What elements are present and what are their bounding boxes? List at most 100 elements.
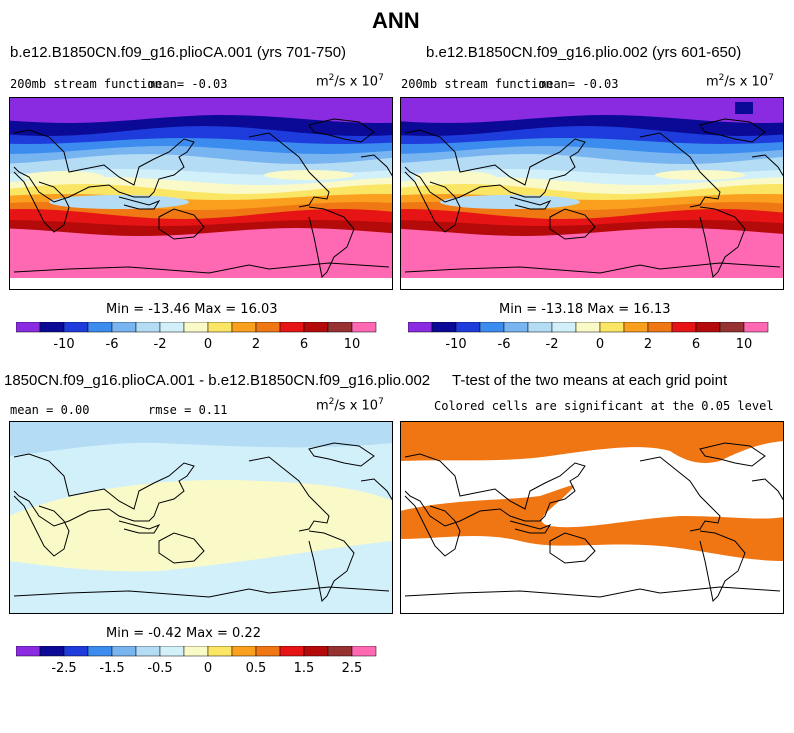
map-frame: [9, 421, 393, 614]
subtropical-high-east: [655, 170, 745, 180]
coastline-5: [699, 206, 746, 279]
map-frame: [400, 421, 784, 614]
coastline-0: [404, 453, 586, 527]
cb3-swatch-8: [207, 646, 233, 657]
panel1-minmax: Min = -13.46 Max = 16.03: [106, 302, 278, 317]
diff-south: [9, 580, 393, 614]
panel3-mean-label: mean = 0.00: [10, 403, 90, 417]
cb3-swatch-9: [231, 646, 257, 657]
coastline-2: [549, 532, 596, 564]
cb3-swatch-7: [183, 646, 209, 657]
panel2-title: b.e12.B1850CN.f09_g16.plio.002 (yrs 601-…: [426, 44, 742, 61]
coastline-6: [699, 118, 766, 143]
panel3-colorbar: -2.5 -1.5 -0.5 0 0.5 1.5 2.5: [16, 646, 377, 676]
panel4-subtitle: Colored cells are significant at the 0.0…: [434, 399, 774, 413]
significant-tropics: [400, 485, 784, 561]
panel2-map: [400, 97, 784, 290]
tropical-low: [49, 195, 189, 209]
significant-north: [400, 421, 784, 463]
cb3-swatch-0: [16, 646, 41, 657]
cb1-swatch-6: [159, 322, 185, 333]
stream-band-13: [400, 228, 784, 278]
cb2-swatch-6: [551, 322, 577, 333]
cb2-tick-label: -2: [546, 337, 559, 352]
cb1-swatch-3: [87, 322, 113, 333]
coastline-3: [118, 520, 161, 534]
cb3-swatch-12: [303, 646, 329, 657]
cb1-swatch-5: [135, 322, 161, 333]
subtropical-high-east: [264, 170, 354, 180]
cb1-swatch-8: [207, 322, 233, 333]
map-frame: [400, 97, 784, 290]
coastline-2: [158, 532, 205, 564]
cb2-swatch-0: [408, 322, 433, 333]
coastline-8: [404, 586, 781, 598]
coastline-6: [699, 442, 766, 467]
cb2-tick-label: 6: [692, 337, 700, 352]
diff-negative-north: [9, 421, 393, 456]
cb2-tick-label: -10: [445, 337, 466, 352]
cb3-swatch-10: [255, 646, 281, 657]
cb1-swatch-9: [231, 322, 257, 333]
coastline-3: [118, 196, 161, 210]
panel3-minmax: Min = -0.42 Max = 0.22: [106, 626, 261, 641]
panel3-map: [9, 421, 393, 614]
cb3-tick-label: -1.5: [99, 661, 124, 676]
cb1-tick-label: -6: [106, 337, 119, 352]
cb3-swatch-13: [327, 646, 353, 657]
cb2-tick-label: 2: [644, 337, 652, 352]
subtropical-high-west: [415, 171, 495, 183]
panel1-title: b.e12.B1850CN.f09_g16.plioCA.001 (yrs 70…: [10, 44, 347, 61]
stream-band-13: [9, 228, 393, 278]
coastline-4: [639, 132, 721, 208]
polar-vortex-cell: [735, 102, 753, 114]
coastline-4: [248, 132, 330, 208]
cb1-tick-label: 0: [204, 337, 212, 352]
panel1-colorbar: -10 -6 -2 0 2 6 10: [16, 322, 377, 352]
coastline-1: [404, 171, 461, 233]
cb2-tick-label: 0: [596, 337, 604, 352]
cb2-swatch-1: [431, 322, 457, 333]
coastline-1: [13, 495, 70, 557]
coastline-7: [751, 478, 784, 502]
cb2-swatch-5: [527, 322, 553, 333]
cb1-swatch-1: [39, 322, 65, 333]
cb1-swatch-7: [183, 322, 209, 333]
coastline-3: [509, 196, 552, 210]
cb1-tick-label: 10: [344, 337, 361, 352]
cb1-swatch-10: [255, 322, 281, 333]
panel4-map: [400, 421, 784, 614]
cb1-tick-label: -10: [53, 337, 74, 352]
coastline-2: [549, 208, 596, 240]
cb3-tick-label: 0.5: [246, 661, 267, 676]
coastline-7: [751, 154, 784, 178]
tropical-low: [440, 195, 580, 209]
coastline-6: [308, 442, 375, 467]
coastline-1: [404, 495, 461, 557]
cb2-swatch-10: [647, 322, 673, 333]
cb1-tick-label: 6: [300, 337, 308, 352]
panel1-mean-label: mean= -0.03: [148, 77, 228, 91]
cb3-swatch-11: [279, 646, 305, 657]
panel2-colorbar: -10 -6 -2 0 2 6 10: [408, 322, 769, 352]
diff-positive-tropics: [9, 480, 393, 572]
cb1-tick-label: 2: [252, 337, 260, 352]
cb2-swatch-9: [623, 322, 649, 333]
cb3-tick-label: 2.5: [342, 661, 363, 676]
coastline-4: [248, 456, 330, 532]
panel3-rmse-label: rmse = 0.11: [148, 403, 228, 417]
cb3-tick-label: 0: [204, 661, 212, 676]
coastline-6: [308, 118, 375, 143]
cb2-tick-label: 10: [736, 337, 753, 352]
cb1-swatch-4: [111, 322, 137, 333]
coastline-0: [13, 129, 195, 203]
panel1-units: m2/s x 107: [316, 73, 384, 90]
cb2-swatch-7: [575, 322, 601, 333]
cb3-tick-label: -2.5: [51, 661, 76, 676]
cb1-swatch-14: [351, 322, 377, 333]
cb2-tick-label: -6: [498, 337, 511, 352]
cb1-tick-label: -2: [154, 337, 167, 352]
coastline-0: [13, 453, 195, 527]
coastline-2: [158, 208, 205, 240]
panel3-units: m2/s x 107: [316, 397, 384, 414]
